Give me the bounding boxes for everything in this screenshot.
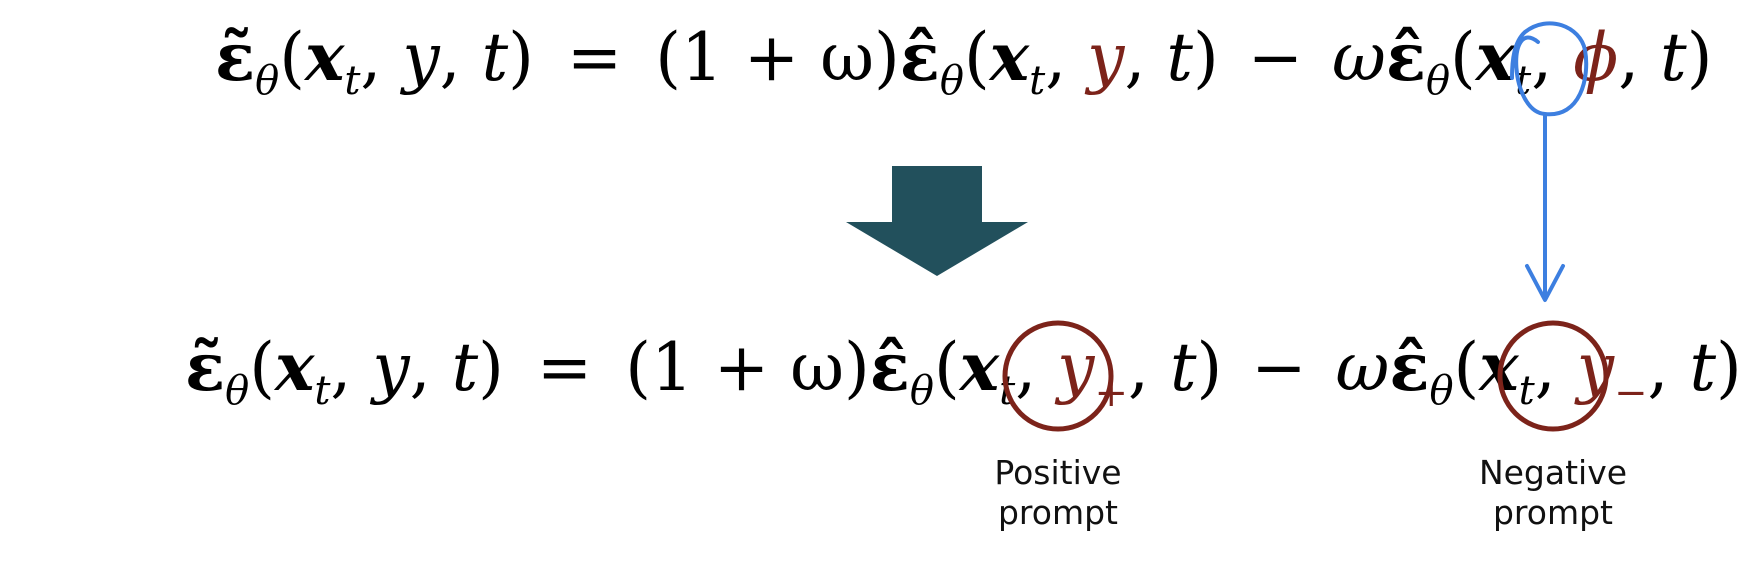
comma: , <box>1535 329 1577 406</box>
equation-bottom-text: ε̃θ(xt, y, t) = (1 + ω)ε̂θ(xt, y+, t) − … <box>185 328 1742 416</box>
paren-open: ( <box>1450 19 1476 96</box>
subscript-theta: θ <box>1426 58 1450 104</box>
eps-tilde: ε̃ <box>215 18 255 96</box>
var-t: t <box>1166 19 1193 96</box>
paren-close: ) <box>508 19 534 96</box>
subscript-t: t <box>344 58 361 104</box>
positive-prompt-label: Positive prompt <box>958 453 1158 533</box>
comma: , <box>1618 19 1660 96</box>
subscript-minus: − <box>1614 370 1648 416</box>
paren-open: ( <box>1454 329 1480 406</box>
subscript-theta: θ <box>225 368 249 414</box>
paren-close: ) <box>1716 329 1742 406</box>
paren-close: ) <box>1193 19 1219 96</box>
eps-hat: ε̂ <box>900 18 940 96</box>
comma: , <box>1124 19 1166 96</box>
paren-open: ( <box>964 19 990 96</box>
negative-prompt-label: Negative prompt <box>1453 453 1653 533</box>
var-y: y <box>369 329 410 406</box>
positive-prompt-label-line1: Positive <box>994 453 1122 492</box>
subscript-t: t <box>1029 58 1046 104</box>
comma: , <box>1045 19 1087 96</box>
subscript-theta: θ <box>910 368 934 414</box>
eps-tilde: ε̃ <box>185 328 225 406</box>
comma: , <box>1128 329 1170 406</box>
paren-close: ) <box>1196 329 1222 406</box>
eps-hat: ε̂ <box>1389 328 1429 406</box>
eps-hat: ε̂ <box>1386 18 1426 96</box>
subscript-theta: θ <box>255 58 279 104</box>
coef-omega: ω <box>1336 329 1390 406</box>
subscript-theta: θ <box>940 58 964 104</box>
blue-arrowhead-icon <box>1525 264 1565 302</box>
paren-open: ( <box>249 329 275 406</box>
comma: , <box>410 329 452 406</box>
equation-bottom: ε̃θ(xt, y, t) = (1 + ω)ε̂θ(xt, y+, t) − … <box>185 328 1742 416</box>
negative-prompt-label-line1: Negative <box>1478 453 1628 492</box>
var-x: x <box>958 328 1000 406</box>
var-y-highlight: y <box>1084 19 1125 96</box>
subscript-t: t <box>314 368 331 414</box>
paren-open: ( <box>934 329 960 406</box>
minus-sign: − <box>1248 19 1303 96</box>
var-t: t <box>1689 329 1716 406</box>
equation-top-text: ε̃θ(xt, y, t) = (1 + ω)ε̂θ(xt, y, t) − ω… <box>215 18 1712 104</box>
subscript-t: t <box>1519 368 1536 414</box>
negative-prompt-label-line2: prompt <box>1492 493 1613 532</box>
equals-sign: = <box>537 329 592 406</box>
equation-top: ε̃θ(xt, y, t) = (1 + ω)ε̂θ(xt, y, t) − ω… <box>215 18 1712 104</box>
eps-hat: ε̂ <box>870 328 910 406</box>
paren-close: ) <box>478 329 504 406</box>
comma: , <box>1531 19 1573 96</box>
comma: , <box>330 329 372 406</box>
var-t: t <box>1170 329 1197 406</box>
coef-one-plus-omega: (1 + ω) <box>655 19 900 96</box>
subscript-theta: θ <box>1429 368 1453 414</box>
var-phi-null: ϕ <box>1573 19 1618 96</box>
positive-prompt-label-line2: prompt <box>997 493 1118 532</box>
var-t: t <box>1660 19 1687 96</box>
paren-close: ) <box>1687 19 1713 96</box>
comma: , <box>1648 329 1690 406</box>
coef-one-plus-omega: (1 + ω) <box>625 329 870 406</box>
coef-omega: ω <box>1332 19 1386 96</box>
subscript-t: t <box>1515 58 1532 104</box>
var-y-positive: y <box>1054 329 1095 406</box>
var-t: t <box>452 329 479 406</box>
positive-prompt-circle <box>1002 320 1114 432</box>
minus-sign: − <box>1251 329 1306 406</box>
comma: , <box>1015 329 1057 406</box>
comma: , <box>440 19 482 96</box>
comma: , <box>360 19 402 96</box>
var-x: x <box>1474 18 1516 96</box>
paren-open: ( <box>279 19 305 96</box>
var-t: t <box>482 19 509 96</box>
var-x: x <box>303 18 345 96</box>
equals-sign: = <box>567 19 622 96</box>
var-x: x <box>273 328 315 406</box>
negative-prompt-circle <box>1497 320 1609 432</box>
blue-scribble-circle <box>1510 21 1589 117</box>
var-x: x <box>988 18 1030 96</box>
var-y: y <box>399 19 440 96</box>
